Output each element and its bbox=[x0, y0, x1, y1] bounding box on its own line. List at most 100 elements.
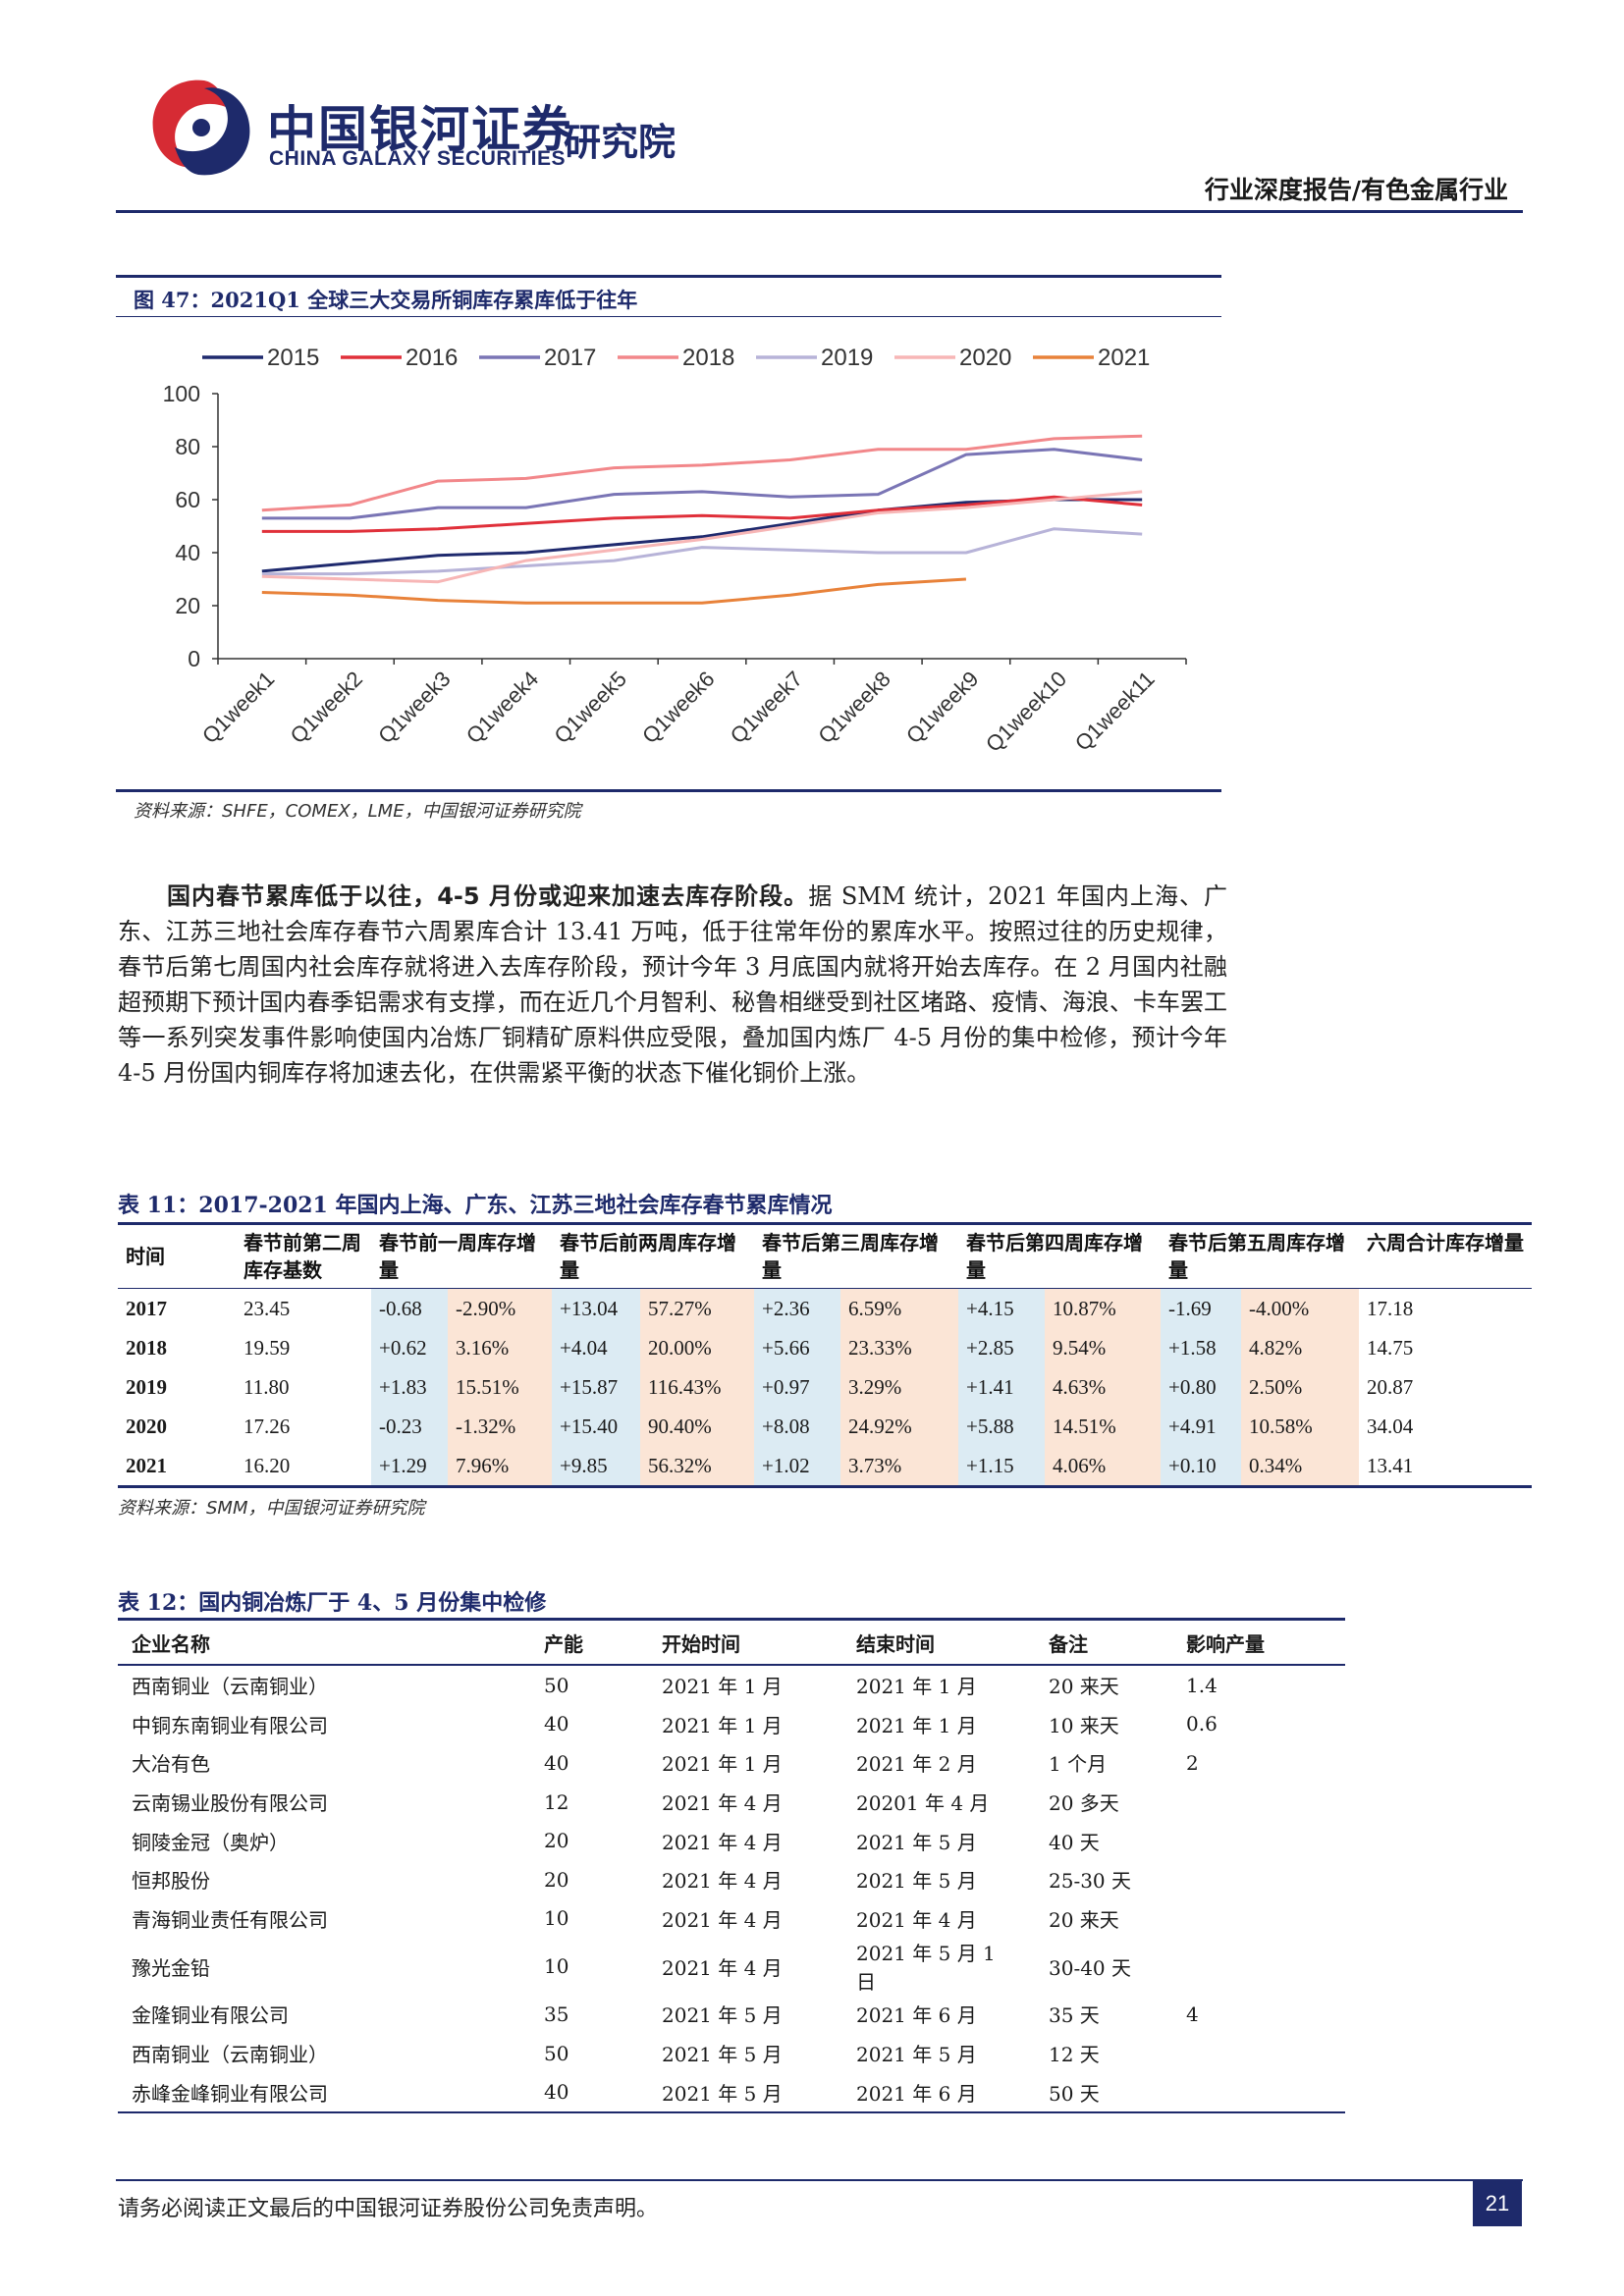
table-cell: 2021 年 4 月 bbox=[662, 1955, 783, 1980]
table-cell: 90.40% bbox=[640, 1407, 754, 1446]
series-line-2021 bbox=[261, 577, 966, 605]
table-cell: 35 bbox=[544, 2002, 569, 2026]
table-cell: +0.62 bbox=[371, 1328, 448, 1367]
table-cell: 云南锡业股份有限公司 bbox=[132, 1791, 328, 1816]
table-cell: 2021 年 5 月 bbox=[662, 2043, 783, 2067]
table-cell: 2021 年 6 月 bbox=[856, 2081, 977, 2106]
table-cell: 2021 年 1 月 bbox=[662, 1675, 783, 1699]
table-header-cell: 备注 bbox=[1035, 1619, 1172, 1666]
table-cell bbox=[1172, 1821, 1345, 1860]
brand-name-cn: 中国银河证券 bbox=[267, 101, 573, 158]
table-row: 2017 23.45 -0.68 -2.90% +13.04 57.27% +2.36 6.5… bbox=[118, 1288, 1532, 1328]
table-header-row: 时间 春节前第二周库存基数 春节前一周库存增量 春节后前两周库存增量 春节后第三… bbox=[118, 1223, 1532, 1289]
table-header-cell: 开始时间 bbox=[648, 1619, 842, 1666]
smelter-maintenance-table: 企业名称 产能 开始时间 结束时间 备注 影响产量 西南铜业（云南铜业） 50 20… bbox=[118, 1618, 1345, 2113]
table-cell: 9.54% bbox=[1045, 1328, 1161, 1367]
table-header-row: 企业名称 产能 开始时间 结束时间 备注 影响产量 bbox=[118, 1619, 1345, 1666]
y-tick-label: 20 bbox=[175, 593, 200, 618]
table-cell: 金隆铜业有限公司 bbox=[132, 2003, 289, 2028]
table-cell: +2.85 bbox=[958, 1328, 1045, 1367]
y-tick-label: 60 bbox=[175, 487, 200, 512]
table-cell: 2 bbox=[1186, 1750, 1199, 1775]
table-cell: 4.63% bbox=[1045, 1367, 1161, 1407]
table-cell: 20.00% bbox=[640, 1328, 754, 1367]
table-cell: 2021 年 4 月 bbox=[662, 1791, 783, 1816]
table-cell: 56.32% bbox=[640, 1446, 754, 1487]
legend-label-2015: 2015 bbox=[267, 345, 319, 371]
row-year-cell: 2018 bbox=[126, 1335, 167, 1360]
figure-source: 资料来源：SHFE，COMEX，LME，中国银河证券研究院 bbox=[134, 801, 581, 822]
x-tick-label: Q1week9 bbox=[901, 667, 983, 748]
series-line-2015 bbox=[261, 498, 1143, 573]
table-cell: 2021 年 4 月 bbox=[662, 1830, 783, 1854]
table-cell: 20 bbox=[544, 1829, 569, 1853]
row-year-cell: 2017 bbox=[126, 1296, 167, 1320]
table-cell: 40 bbox=[544, 1750, 569, 1775]
table-cell: 2021 年 5 月 bbox=[662, 2003, 783, 2028]
table-cell: -1.69 bbox=[1161, 1288, 1241, 1328]
table-cell: 1.4 bbox=[1186, 1673, 1218, 1697]
table-cell bbox=[1172, 1860, 1345, 1899]
table-cell: 15.51% bbox=[448, 1367, 552, 1407]
table-cell: +15.87 bbox=[552, 1367, 640, 1407]
table-row: 中铜东南铜业有限公司 40 2021 年 1 月 2021 年 1 月 10 来天 0.6 bbox=[118, 1705, 1345, 1744]
table-row: 2021 16.20 +1.29 7.96% +9.85 56.32% +1.02 3.73%… bbox=[118, 1446, 1532, 1487]
footer-divider bbox=[116, 2179, 1523, 2181]
table-row: 2018 19.59 +0.62 3.16% +4.04 20.00% +5.66 23.33… bbox=[118, 1328, 1532, 1367]
table-cell: 17.26 bbox=[244, 1414, 291, 1438]
table-cell: -1.32% bbox=[448, 1407, 552, 1446]
series-line-2017 bbox=[261, 448, 1143, 520]
table-cell: +1.83 bbox=[371, 1367, 448, 1407]
table-cell: 2021 年 4 月 bbox=[662, 1869, 783, 1894]
table-cell: 2021 年 5 月 bbox=[856, 2043, 977, 2067]
page-number: 21 bbox=[1473, 2181, 1522, 2226]
table11-source: 资料来源：SMM，中国银河证券研究院 bbox=[118, 1498, 425, 1519]
table-cell: 23.45 bbox=[244, 1296, 291, 1320]
brand-logo bbox=[137, 69, 687, 187]
table-row: 大冶有色 40 2021 年 1 月 2021 年 2 月 1 个月 2 bbox=[118, 1743, 1345, 1783]
table-cell: 4.06% bbox=[1045, 1446, 1161, 1487]
table-cell: 恒邦股份 bbox=[132, 1869, 210, 1894]
table-cell: 35 天 bbox=[1049, 2003, 1100, 2028]
table-header-cell: 时间 bbox=[118, 1223, 236, 1289]
x-tick-label: Q1week7 bbox=[726, 667, 807, 748]
table-cell: 2021 年 2 月 bbox=[856, 1752, 977, 1777]
table-cell: 3.16% bbox=[448, 1328, 552, 1367]
x-tick-label: Q1week6 bbox=[637, 667, 719, 748]
table-cell: 50 bbox=[544, 1673, 569, 1697]
brand-institute: 研究院 bbox=[564, 121, 677, 164]
table-cell: +5.66 bbox=[754, 1328, 840, 1367]
table-cell: 2021 年 5 月 bbox=[856, 1830, 977, 1854]
table-cell: 19.59 bbox=[244, 1335, 291, 1360]
table-cell: 116.43% bbox=[640, 1367, 754, 1407]
table-cell: 17.18 bbox=[1367, 1296, 1414, 1320]
table-header-cell: 春节前一周库存增量 bbox=[371, 1223, 552, 1289]
y-tick-label: 0 bbox=[188, 646, 200, 671]
table-header-cell: 春节前第二周库存基数 bbox=[236, 1223, 371, 1289]
y-tick-label: 40 bbox=[175, 540, 200, 565]
table-cell: 中铜东南铜业有限公司 bbox=[132, 1713, 328, 1737]
table-cell: 10 来天 bbox=[1049, 1713, 1119, 1737]
analysis-paragraph: 国内春节累库低于以往，4-5 月份或迎来加速去库存阶段。据 SMM 统计，202… bbox=[118, 879, 1227, 1091]
table-header-cell: 产能 bbox=[530, 1619, 648, 1666]
table-cell: +9.85 bbox=[552, 1446, 640, 1487]
table-cell: 4.82% bbox=[1241, 1328, 1359, 1367]
table-cell: 16.20 bbox=[244, 1453, 291, 1477]
table-cell: 2021 年 5 月 bbox=[662, 2081, 783, 2106]
table-row: 赤峰金峰铜业有限公司 40 2021 年 5 月 2021 年 6 月 50 天 bbox=[118, 2072, 1345, 2112]
table-cell: +0.10 bbox=[1161, 1446, 1241, 1487]
table-cell: +1.58 bbox=[1161, 1328, 1241, 1367]
table-cell: 3.29% bbox=[840, 1367, 958, 1407]
table-cell: 50 bbox=[544, 2041, 569, 2065]
table-cell: +5.88 bbox=[958, 1407, 1045, 1446]
table-cell: +1.15 bbox=[958, 1446, 1045, 1487]
table-cell: 10 bbox=[544, 1906, 569, 1931]
table-cell: +8.08 bbox=[754, 1407, 840, 1446]
table-cell: 20201 年 4 月 bbox=[856, 1791, 990, 1816]
x-tick-label: Q1week8 bbox=[813, 667, 894, 748]
galaxy-logo-icon bbox=[152, 80, 250, 176]
table-cell bbox=[1172, 1783, 1345, 1822]
table-cell: +15.40 bbox=[552, 1407, 640, 1446]
series-line-2019 bbox=[261, 527, 1143, 576]
table-cell: 40 天 bbox=[1049, 1830, 1100, 1854]
